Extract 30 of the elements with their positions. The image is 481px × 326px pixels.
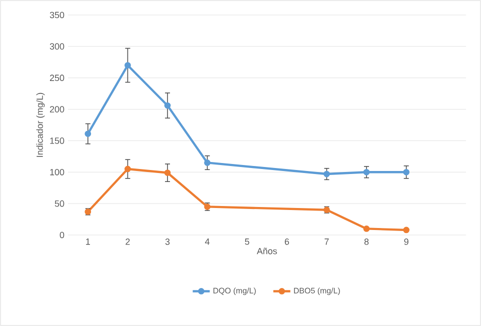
point [363,226,370,232]
x-tick-label: 3 [165,238,170,245]
point [204,160,210,166]
point [403,168,410,176]
y-tick-label: 200 [50,106,64,112]
y-tick-label: 150 [50,138,64,144]
y-tick-label: 0 [60,232,64,238]
point [124,166,131,172]
y-tick-label: 350 [50,12,64,18]
x-tick-label: 7 [324,238,329,245]
y-tick-label: 100 [50,168,64,176]
x-tick-label: 5 [244,238,250,245]
point [363,168,370,176]
point [324,170,330,178]
point [124,62,131,68]
point [164,170,171,176]
x-tick-label: 9 [404,238,408,245]
point [84,130,92,137]
point [403,226,410,234]
y-axis-title: Indicador (mg/L) [36,92,45,157]
point [164,102,171,109]
y-tick-label: 300 [50,43,64,50]
y-tick-label: 50 [54,200,64,207]
x-tick-label: 8 [364,238,369,245]
x-axis-title: Años [256,248,277,254]
x-tick-label: 6 [284,238,290,245]
x-tick-label: 2 [126,238,130,245]
y-tick-label: 250 [50,74,64,82]
x-tick-label: 1 [86,238,90,245]
x-tick-label: 4 [205,238,210,245]
